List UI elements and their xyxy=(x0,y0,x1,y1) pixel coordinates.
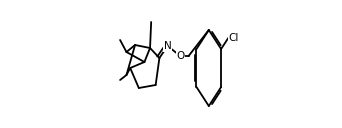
Text: N: N xyxy=(164,41,171,51)
Text: Cl: Cl xyxy=(228,33,239,43)
Text: O: O xyxy=(176,51,184,61)
